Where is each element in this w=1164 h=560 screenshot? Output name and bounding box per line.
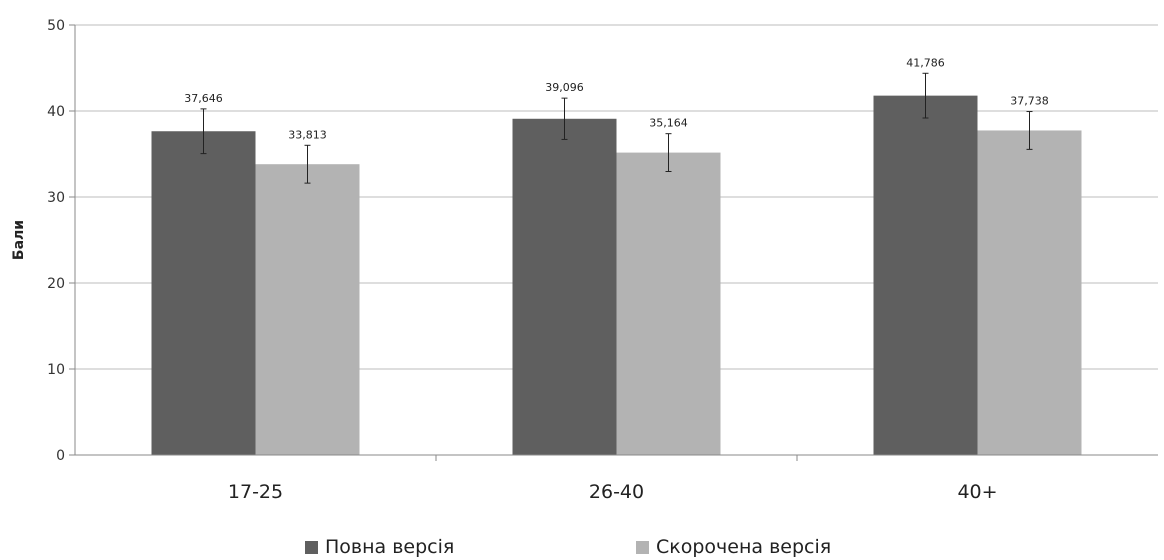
- y-tick-label: 40: [47, 104, 65, 120]
- y-tick-label: 30: [47, 190, 65, 206]
- x-tick-label: 26-40: [589, 481, 644, 503]
- legend-swatch: [636, 541, 649, 554]
- legend: Повна версія Скорочена версія: [305, 536, 831, 558]
- data-label: 39,096: [545, 81, 584, 94]
- data-label: 35,164: [649, 117, 688, 130]
- bars: [152, 96, 1082, 455]
- legend-swatch: [305, 541, 318, 554]
- data-label: 37,646: [184, 92, 223, 105]
- y-axis-label: Бали: [11, 220, 27, 260]
- bar: [513, 119, 617, 455]
- bar: [256, 164, 360, 455]
- bar: [978, 130, 1082, 455]
- y-tick-label: 20: [47, 276, 65, 292]
- legend-label: Скорочена версія: [656, 536, 831, 558]
- y-tick-label: 50: [47, 18, 65, 34]
- y-tick-label: 10: [47, 362, 65, 378]
- bar: [874, 96, 978, 455]
- y-tick-label: 0: [56, 448, 65, 464]
- data-label: 37,738: [1010, 95, 1049, 108]
- x-tick-label: 40+: [957, 481, 997, 503]
- data-label: 41,786: [906, 56, 945, 69]
- legend-label: Повна версія: [325, 536, 454, 558]
- bar: [617, 153, 721, 455]
- bar: [152, 131, 256, 455]
- x-tick-label: 17-25: [228, 481, 283, 503]
- data-label: 33,813: [288, 128, 327, 141]
